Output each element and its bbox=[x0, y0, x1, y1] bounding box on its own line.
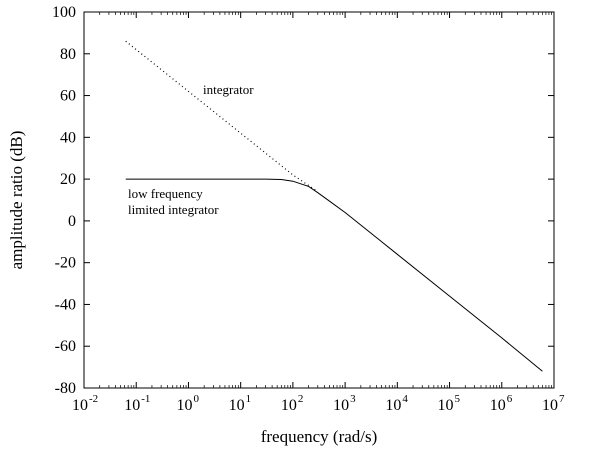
y-tick-label: 0 bbox=[68, 213, 76, 230]
x-tick-label-base: 10 bbox=[490, 397, 506, 414]
x-tick-label-base: 10 bbox=[542, 397, 558, 414]
x-tick-label-base: 10 bbox=[333, 397, 349, 414]
y-tick-label: -80 bbox=[55, 380, 76, 397]
y-axis-label: amplitude ratio (dB) bbox=[7, 131, 26, 270]
x-tick-label-base: 10 bbox=[72, 397, 88, 414]
x-tick-label-base: 10 bbox=[229, 397, 245, 414]
y-tick-label: -40 bbox=[55, 296, 76, 313]
series-layer bbox=[125, 40, 543, 372]
plot-frame bbox=[83, 11, 555, 389]
y-tick-label: 80 bbox=[60, 46, 76, 63]
x-tick-label-base: 10 bbox=[438, 397, 454, 414]
x-tick-label-base: 10 bbox=[124, 397, 140, 414]
integrator-annotation: integrator bbox=[203, 82, 254, 97]
x-tick-label-exponent: 6 bbox=[507, 393, 513, 405]
limited-integrator-line bbox=[125, 178, 543, 372]
x-tick-label-base: 10 bbox=[281, 397, 297, 414]
x-tick-label-exponent: 2 bbox=[298, 393, 304, 405]
y-tick-label: 60 bbox=[60, 88, 76, 105]
y-axis-ticks: 100 80 60 40 20 0 -20 -40 -60 -80 bbox=[52, 4, 554, 397]
x-tick-label-exponent: 4 bbox=[402, 393, 408, 405]
y-tick-label: 40 bbox=[60, 129, 76, 146]
limited-integrator-annotation-line2: limited integrator bbox=[128, 202, 219, 217]
x-tick-label-base: 10 bbox=[176, 397, 192, 414]
x-tick-label-exponent: 3 bbox=[350, 393, 356, 405]
x-axis-ticks: 10 -2 10 -1 10 0 10 1 10 2 10 3 10 4 10 5 10 6 10 7 bbox=[72, 12, 565, 414]
x-tick-label-exponent: 7 bbox=[559, 393, 565, 405]
x-tick-label-exponent: -1 bbox=[141, 393, 150, 405]
x-tick-label-exponent: 1 bbox=[246, 393, 252, 405]
x-axis-label: frequency (rad/s) bbox=[261, 427, 378, 446]
x-tick-label-exponent: -2 bbox=[89, 393, 98, 405]
y-tick-label: -60 bbox=[55, 338, 76, 355]
limited-integrator-annotation-line1: low frequency bbox=[128, 186, 203, 201]
integrator-line bbox=[125, 40, 319, 193]
y-tick-label: 20 bbox=[60, 171, 76, 188]
x-tick-label-exponent: 5 bbox=[455, 393, 461, 405]
y-tick-label: 100 bbox=[52, 4, 76, 21]
x-tick-label-base: 10 bbox=[385, 397, 401, 414]
y-tick-label: -20 bbox=[55, 255, 76, 272]
x-tick-label-exponent: 0 bbox=[193, 393, 199, 405]
